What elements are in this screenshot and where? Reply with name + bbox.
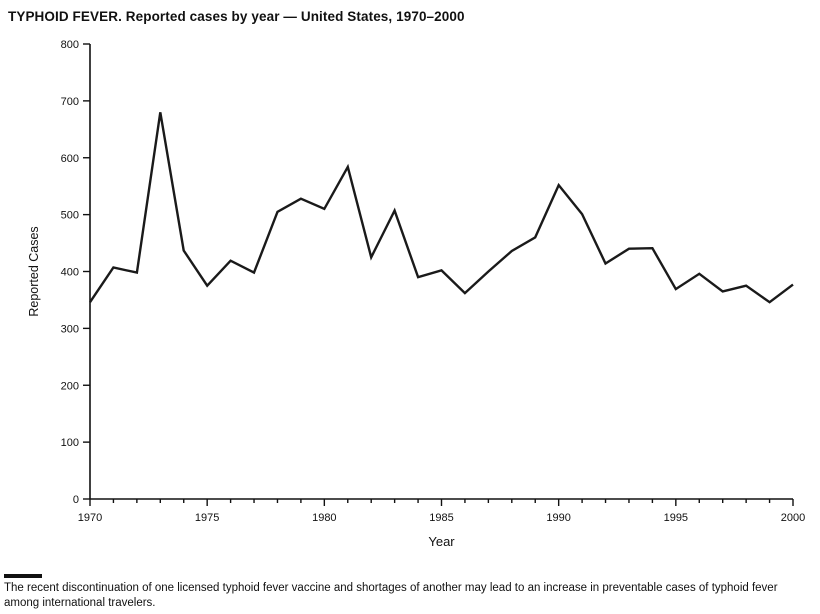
- typhoid-cases-line: [89, 112, 794, 304]
- chart-area: 0 100 200 300 400 500 600 700 800 1970 1975 1980 198…: [0, 24, 820, 554]
- x-tick-label: 1975: [195, 512, 219, 524]
- y-tick-label: 300: [61, 323, 79, 335]
- x-tick-label: 1980: [312, 512, 336, 524]
- x-tick-label: 2000: [781, 512, 805, 524]
- y-tick-label: 800: [61, 39, 79, 51]
- y-tick-label: 600: [61, 153, 79, 165]
- y-tick-label: 700: [61, 96, 79, 108]
- y-tick-label: 200: [61, 380, 79, 392]
- chart-title: TYPHOID FEVER. Reported cases by year — …: [8, 9, 465, 24]
- line-chart: 0 100 200 300 400 500 600 700 800 1970 1975 1980 198…: [27, 39, 805, 549]
- chart-footnote: The recent discontinuation of one licens…: [4, 582, 778, 609]
- y-tick-label: 100: [61, 437, 79, 449]
- footnote-divider: [4, 574, 42, 579]
- x-tick-label: 1990: [546, 512, 570, 524]
- x-axis-label: Year: [428, 534, 455, 549]
- chart-footer: The recent discontinuation of one licens…: [0, 574, 820, 610]
- y-tick-label: 500: [61, 210, 79, 222]
- y-tick-label: 400: [61, 267, 79, 279]
- x-tick-label: 1970: [78, 512, 102, 524]
- y-axis-label: Reported Cases: [27, 226, 41, 316]
- x-tick-label: 1985: [429, 512, 453, 524]
- x-tick-label: 1995: [664, 512, 688, 524]
- y-tick-label: 0: [73, 494, 79, 506]
